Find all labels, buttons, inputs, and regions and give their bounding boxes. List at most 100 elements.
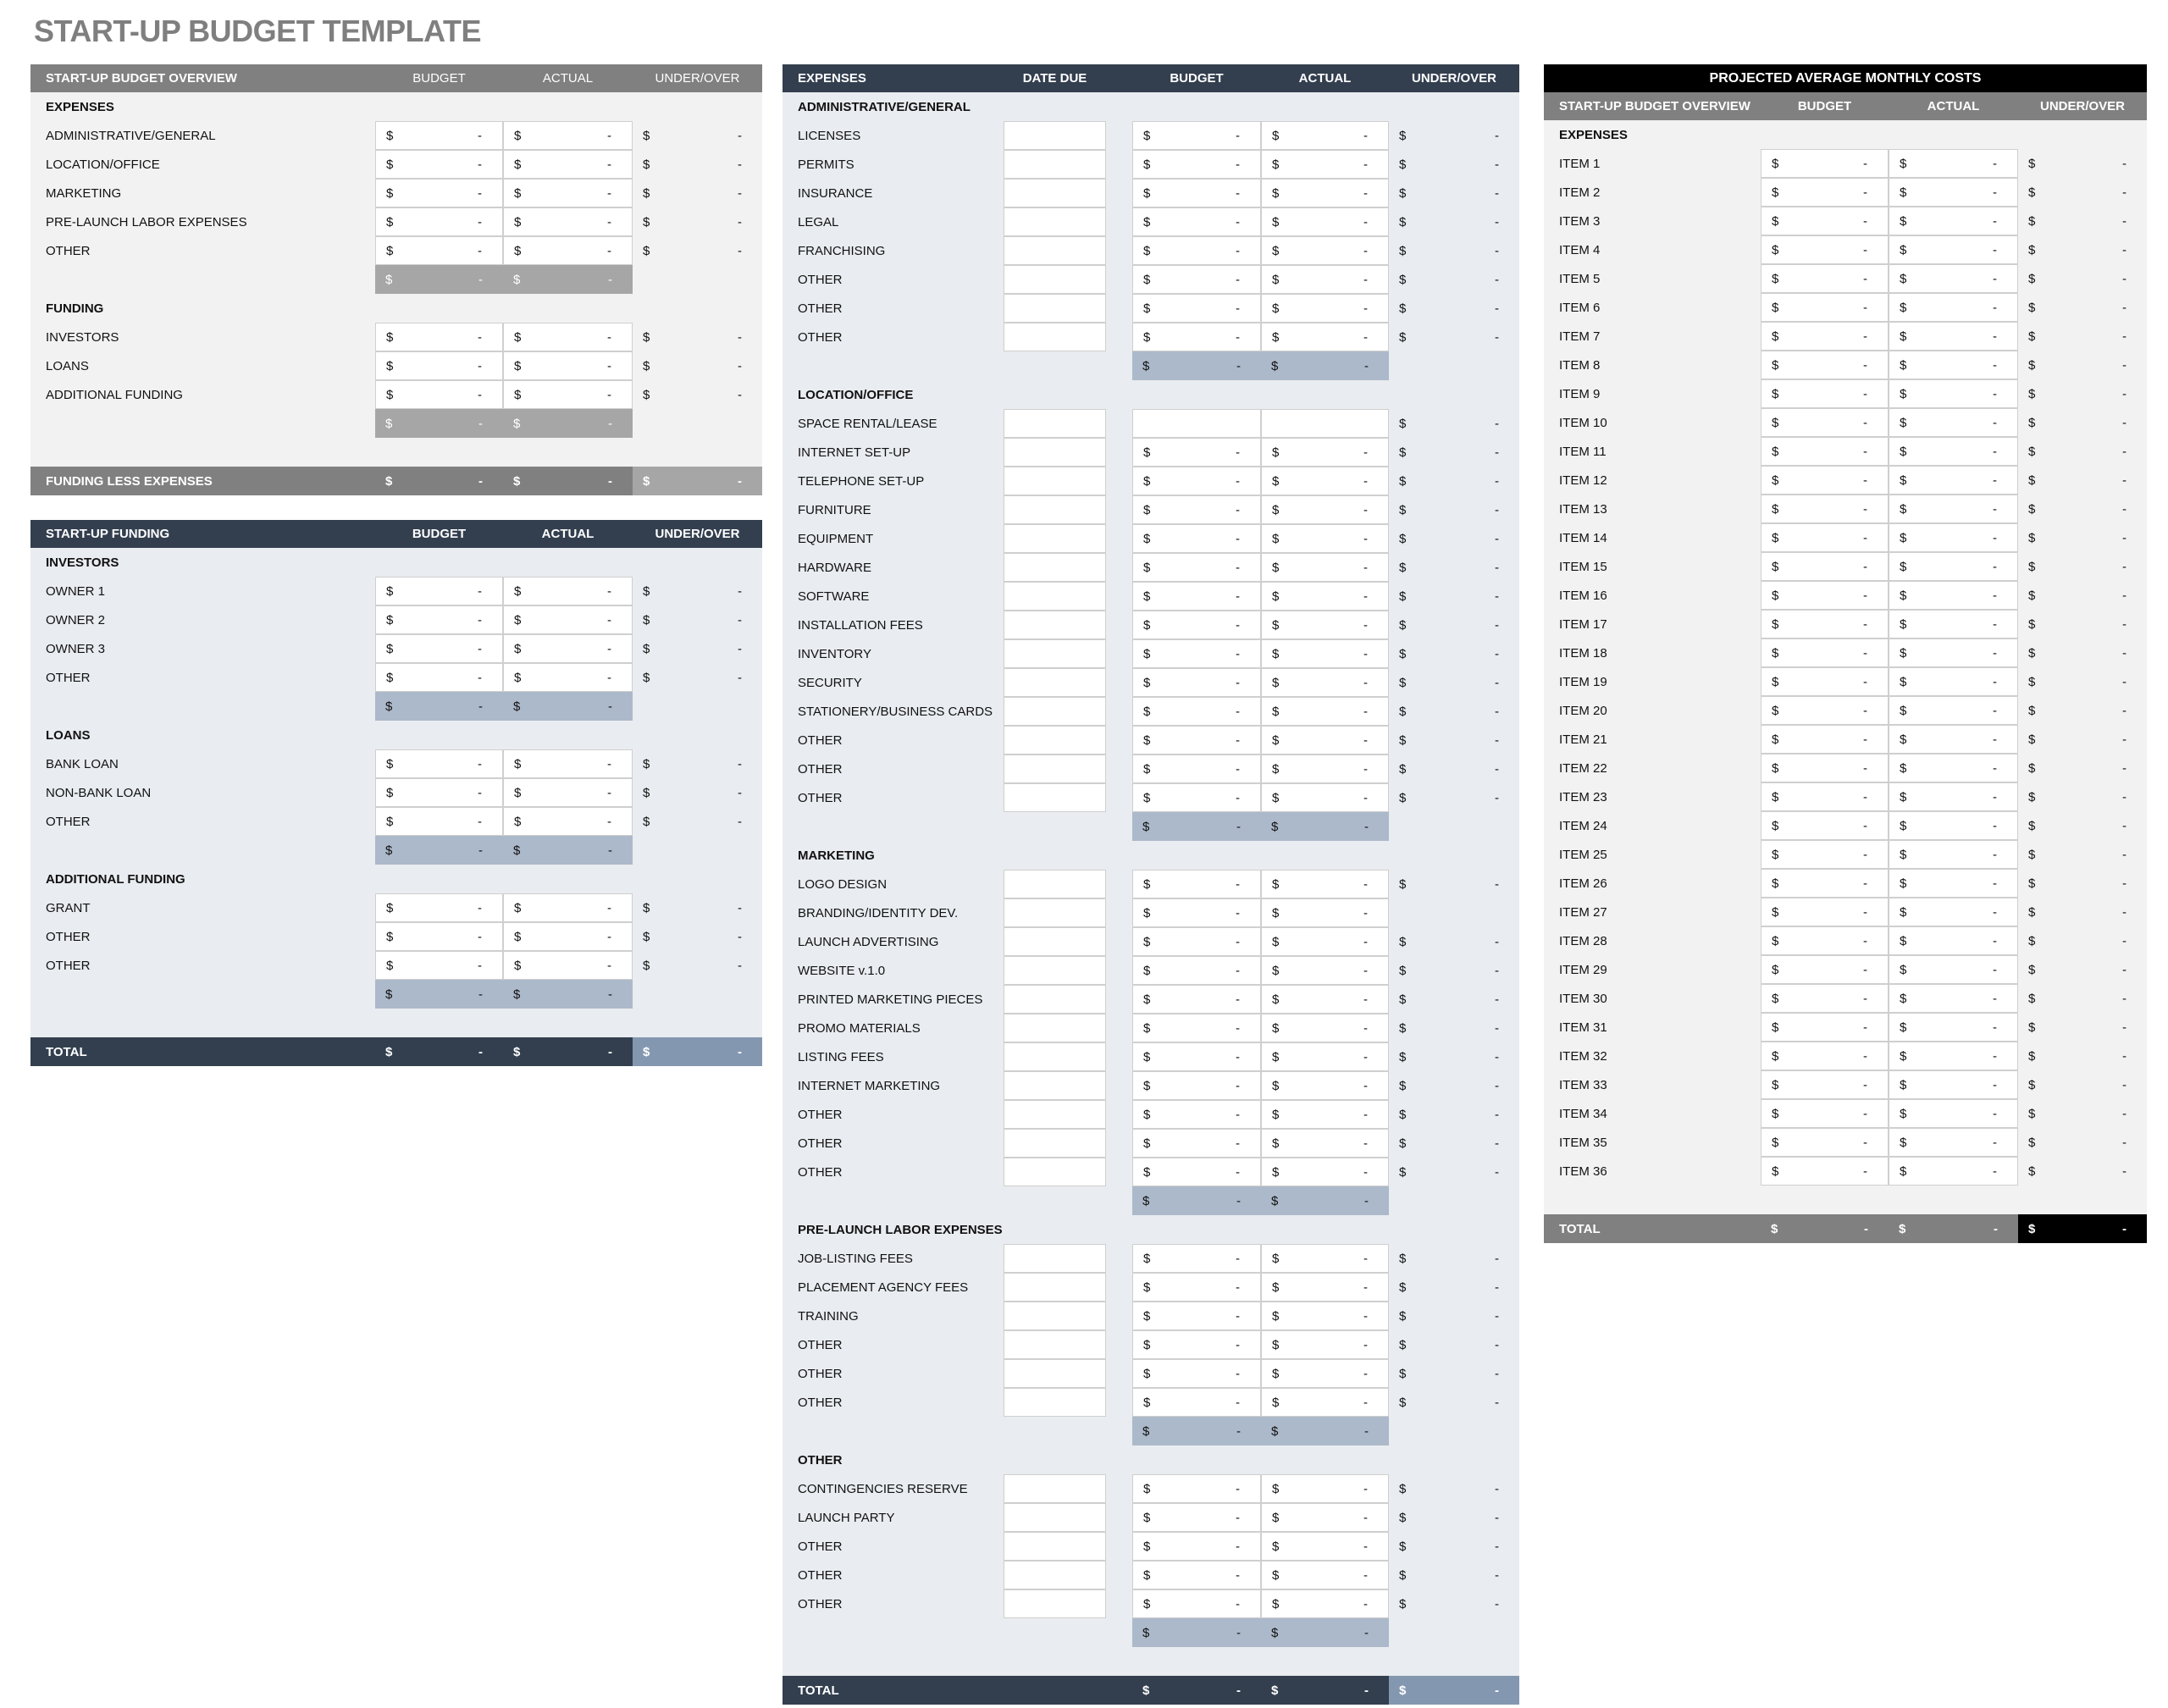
budget-input[interactable]: $ - xyxy=(375,922,503,951)
budget-input[interactable]: $ - xyxy=(1761,926,1889,955)
budget-input[interactable]: $ - xyxy=(375,807,503,836)
budget-input[interactable]: $ - xyxy=(1761,1070,1889,1099)
actual-input[interactable]: $ - xyxy=(503,236,633,265)
budget-input[interactable]: $ - xyxy=(1761,178,1889,207)
budget-input[interactable]: $ - xyxy=(1132,755,1261,783)
actual-input[interactable]: $ - xyxy=(1261,1071,1389,1100)
date-due-input[interactable] xyxy=(1004,1158,1106,1186)
actual-input[interactable]: $ - xyxy=(1261,582,1389,611)
budget-input[interactable]: $ - xyxy=(1761,1042,1889,1070)
budget-input[interactable]: $ - xyxy=(1132,611,1261,639)
actual-input[interactable] xyxy=(1261,409,1389,438)
actual-input[interactable]: $ - xyxy=(1261,639,1389,668)
actual-input[interactable]: $ - xyxy=(1261,870,1389,898)
actual-input[interactable]: $ - xyxy=(503,778,633,807)
actual-input[interactable]: $ - xyxy=(503,577,633,605)
date-due-input[interactable] xyxy=(1004,956,1106,985)
date-due-input[interactable] xyxy=(1004,553,1106,582)
actual-input[interactable]: $ - xyxy=(1261,524,1389,553)
date-due-input[interactable] xyxy=(1004,639,1106,668)
actual-input[interactable]: $ - xyxy=(1889,408,2018,437)
actual-input[interactable]: $ - xyxy=(1889,149,2018,178)
date-due-input[interactable] xyxy=(1004,265,1106,294)
date-due-input[interactable] xyxy=(1004,179,1106,207)
budget-input[interactable]: $ - xyxy=(1761,1157,1889,1186)
budget-input[interactable]: $ - xyxy=(1761,811,1889,840)
actual-input[interactable]: $ - xyxy=(1261,1330,1389,1359)
actual-input[interactable]: $ - xyxy=(1261,294,1389,323)
actual-input[interactable]: $ - xyxy=(503,150,633,179)
budget-input[interactable]: $ - xyxy=(375,893,503,922)
actual-input[interactable]: $ - xyxy=(1889,495,2018,523)
date-due-input[interactable] xyxy=(1004,438,1106,467)
budget-input[interactable]: $ - xyxy=(375,951,503,980)
budget-input[interactable]: $ - xyxy=(1761,552,1889,581)
actual-input[interactable]: $ - xyxy=(1889,466,2018,495)
budget-input[interactable]: $ - xyxy=(1761,1099,1889,1128)
actual-input[interactable]: $ - xyxy=(1261,438,1389,467)
budget-input[interactable]: $ - xyxy=(375,663,503,692)
actual-input[interactable]: $ - xyxy=(1889,523,2018,552)
actual-input[interactable]: $ - xyxy=(1261,697,1389,726)
budget-input[interactable]: $ - xyxy=(1132,697,1261,726)
budget-input[interactable]: $ - xyxy=(375,323,503,351)
date-due-input[interactable] xyxy=(1004,467,1106,495)
actual-input[interactable]: $ - xyxy=(503,605,633,634)
date-due-input[interactable] xyxy=(1004,409,1106,438)
actual-input[interactable]: $ - xyxy=(503,663,633,692)
actual-input[interactable]: $ - xyxy=(1889,235,2018,264)
actual-input[interactable]: $ - xyxy=(1889,1070,2018,1099)
actual-input[interactable]: $ - xyxy=(1261,265,1389,294)
actual-input[interactable]: $ - xyxy=(1261,121,1389,150)
budget-input[interactable]: $ - xyxy=(1132,150,1261,179)
budget-input[interactable]: $ - xyxy=(1761,408,1889,437)
date-due-input[interactable] xyxy=(1004,927,1106,956)
actual-input[interactable]: $ - xyxy=(1261,1129,1389,1158)
actual-input[interactable]: $ - xyxy=(1261,783,1389,812)
budget-input[interactable]: $ - xyxy=(375,634,503,663)
actual-input[interactable]: $ - xyxy=(1889,178,2018,207)
actual-input[interactable]: $ - xyxy=(1889,667,2018,696)
actual-input[interactable]: $ - xyxy=(1889,207,2018,235)
actual-input[interactable]: $ - xyxy=(1889,437,2018,466)
actual-input[interactable]: $ - xyxy=(1889,984,2018,1013)
budget-input[interactable]: $ - xyxy=(1761,1128,1889,1157)
date-due-input[interactable] xyxy=(1004,524,1106,553)
budget-input[interactable]: $ - xyxy=(1132,927,1261,956)
budget-input[interactable]: $ - xyxy=(1132,1330,1261,1359)
budget-input[interactable]: $ - xyxy=(1132,1129,1261,1158)
actual-input[interactable]: $ - xyxy=(1889,1157,2018,1186)
budget-input[interactable]: $ - xyxy=(1132,1302,1261,1330)
date-due-input[interactable] xyxy=(1004,1129,1106,1158)
actual-input[interactable]: $ - xyxy=(503,951,633,980)
actual-input[interactable]: $ - xyxy=(1261,927,1389,956)
actual-input[interactable]: $ - xyxy=(1889,869,2018,898)
date-due-input[interactable] xyxy=(1004,1100,1106,1129)
actual-input[interactable]: $ - xyxy=(1889,725,2018,754)
budget-input[interactable]: $ - xyxy=(1132,467,1261,495)
actual-input[interactable]: $ - xyxy=(503,351,633,380)
actual-input[interactable]: $ - xyxy=(1261,668,1389,697)
date-due-input[interactable] xyxy=(1004,1388,1106,1417)
budget-input[interactable]: $ - xyxy=(1132,179,1261,207)
budget-input[interactable]: $ - xyxy=(1132,898,1261,927)
budget-input[interactable]: $ - xyxy=(1761,264,1889,293)
actual-input[interactable]: $ - xyxy=(503,807,633,836)
actual-input[interactable]: $ - xyxy=(1889,840,2018,869)
budget-input[interactable]: $ - xyxy=(1132,438,1261,467)
date-due-input[interactable] xyxy=(1004,495,1106,524)
actual-input[interactable]: $ - xyxy=(1261,323,1389,351)
budget-input[interactable]: $ - xyxy=(1132,1359,1261,1388)
date-due-input[interactable] xyxy=(1004,294,1106,323)
actual-input[interactable]: $ - xyxy=(1261,1503,1389,1532)
budget-input[interactable]: $ - xyxy=(1132,783,1261,812)
date-due-input[interactable] xyxy=(1004,1273,1106,1302)
budget-input[interactable] xyxy=(1132,409,1261,438)
actual-input[interactable]: $ - xyxy=(503,207,633,236)
actual-input[interactable]: $ - xyxy=(503,323,633,351)
budget-input[interactable]: $ - xyxy=(1761,610,1889,638)
actual-input[interactable]: $ - xyxy=(1261,179,1389,207)
actual-input[interactable]: $ - xyxy=(1261,467,1389,495)
budget-input[interactable]: $ - xyxy=(375,121,503,150)
date-due-input[interactable] xyxy=(1004,1503,1106,1532)
